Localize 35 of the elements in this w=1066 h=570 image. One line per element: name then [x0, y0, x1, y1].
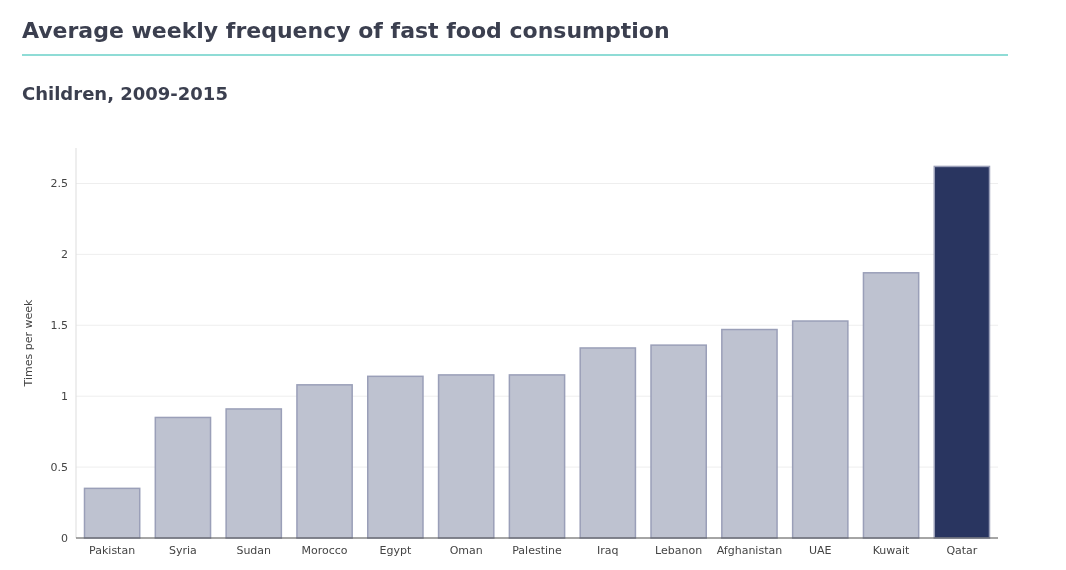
bar [933, 165, 991, 539]
bar [650, 344, 707, 539]
bar [154, 416, 212, 539]
bar [862, 272, 920, 539]
y-tick-label: 2.5 [50, 177, 68, 191]
x-tick-label: Syria [169, 544, 197, 557]
y-tick-label: 0 [61, 531, 68, 545]
x-tick-label: Qatar [946, 544, 978, 557]
x-tick-label: Afghanistan [716, 544, 783, 557]
x-tick-label: UAE [808, 544, 832, 557]
bar [437, 374, 495, 539]
y-tick-label: 0.5 [50, 460, 68, 474]
bar [296, 384, 353, 539]
x-tick-label: Lebanon [655, 544, 703, 557]
y-tick-label: 1 [61, 390, 68, 404]
x-tick-label: Pakistan [89, 544, 136, 557]
x-tick-label: Egypt [379, 544, 412, 557]
y-axis-title: Times per week [22, 298, 35, 388]
chart-subtitle: Children, 2009-2015 [22, 83, 228, 104]
chart-title: Average weekly frequency of fast food consumption [22, 18, 670, 43]
x-tick-label: Morocco [301, 544, 348, 557]
x-tick-label: Oman [449, 544, 483, 557]
bar [791, 320, 849, 539]
y-tick-label: 2 [61, 248, 68, 262]
bar [367, 375, 424, 539]
bar [721, 328, 778, 539]
bar [225, 408, 283, 539]
x-tick-label: Iraq [597, 544, 619, 557]
x-tick-label: Kuwait [872, 544, 911, 557]
bar [83, 487, 141, 539]
x-tick-label: Palestine [512, 544, 562, 557]
x-tick-label: Sudan [236, 544, 272, 557]
bar [508, 374, 566, 539]
bar [579, 347, 637, 539]
y-tick-label: 1.5 [50, 319, 68, 333]
